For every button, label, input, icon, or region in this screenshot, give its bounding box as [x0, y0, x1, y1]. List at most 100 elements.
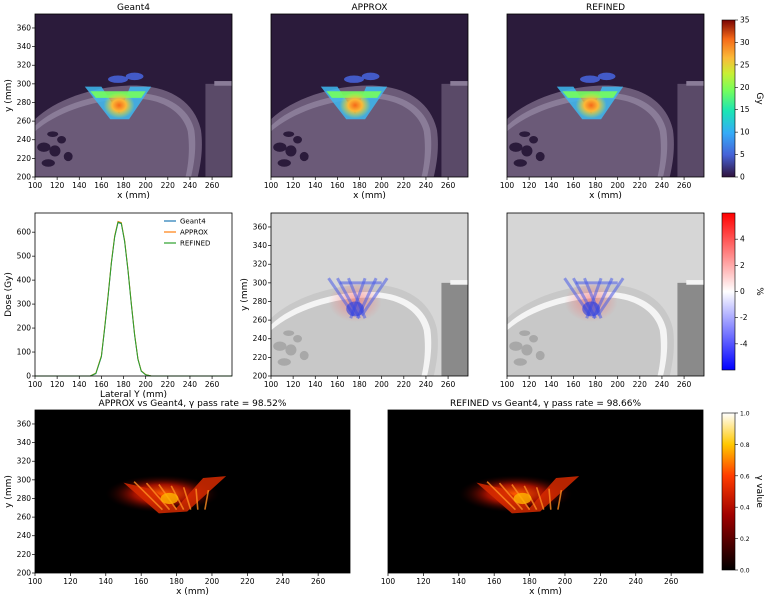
x-tick-label: 100 — [28, 181, 43, 190]
x-tick-label: 180 — [588, 181, 603, 190]
x-tick-label: 160 — [134, 577, 149, 586]
colorbar-tick-label: 0.2 — [740, 536, 750, 543]
axes-frame — [270, 212, 469, 377]
y-tick-label: 280 — [17, 98, 32, 107]
x-tick-label: 200 — [375, 380, 390, 389]
colorbar-tick-label: 0.6 — [740, 473, 750, 480]
side-edge — [450, 81, 468, 86]
dose-geant4-panel: 100 120 140 160 180 200 220 240 260 200 220 240 260 2… — [4, 3, 233, 201]
side-edge — [686, 81, 704, 86]
diff-refined-panel: 100 120 140 160 180 200 220 240 260 — [500, 212, 705, 389]
x-tick-label: 180 — [169, 577, 184, 586]
air-cavity — [513, 358, 527, 366]
y-tick-label: 320 — [17, 61, 32, 70]
y-tick-label: 340 — [253, 241, 268, 250]
chart-title: APPROX — [352, 3, 388, 13]
x-tick-label: 200 — [611, 380, 626, 389]
x-tick-label: 200 — [558, 577, 573, 586]
axes-frame — [387, 409, 704, 574]
gamma-streak — [498, 482, 524, 511]
y-tick-label: 360 — [253, 222, 268, 231]
colorbar-gradient — [721, 19, 736, 178]
x-tick-label: 140 — [544, 181, 559, 190]
x-tick-label: 100 — [264, 181, 279, 190]
colorbar-tick-label: 4 — [740, 235, 745, 244]
side-structure — [441, 83, 468, 177]
x-tick-label: 260 — [311, 577, 326, 586]
x-axis-label: Lateral Y (mm) — [100, 390, 167, 400]
air-cavity — [519, 131, 531, 137]
y-tick-label: 220 — [17, 550, 32, 559]
y-tick-label: 600 — [17, 228, 32, 237]
diff-stroke — [360, 277, 389, 317]
y-tick-label: 260 — [17, 117, 32, 126]
x-tick-label: 240 — [183, 380, 198, 389]
chart-title: REFINED — [586, 3, 625, 13]
x-tick-label: 260 — [664, 577, 679, 586]
x-tick-label: 100 — [500, 380, 515, 389]
x-tick-label: 120 — [63, 577, 78, 586]
colorbar-label: Gy — [754, 92, 764, 105]
diff-approx-panel: 100 120 140 160 180 200 220 240 260 200 220 240 260 2… — [240, 212, 469, 389]
x-tick-label: 200 — [139, 380, 154, 389]
x-tick-label: 220 — [633, 181, 648, 190]
x-tick-label: 120 — [286, 380, 301, 389]
colorbar-tick-label: 1.0 — [740, 411, 750, 418]
colorbar-gradient — [721, 412, 736, 571]
x-tick-label: 240 — [419, 181, 434, 190]
gamma-streak — [557, 489, 563, 510]
colorbar-tick-label: 5 — [740, 150, 745, 159]
x-tick-label: 120 — [50, 380, 65, 389]
air-cavity — [57, 136, 66, 144]
chart-title: APPROX vs Geant4, γ pass rate = 98.52% — [99, 399, 287, 409]
x-axis-label: x (mm) — [176, 587, 209, 597]
y-tick-label: 300 — [17, 300, 32, 309]
y-tick-label: 240 — [17, 531, 32, 540]
gamma-approx-panel: 100 120 140 160 180 200 220 240 260 200 220 240 260 2… — [4, 399, 351, 597]
y-tick-label: 200 — [17, 324, 32, 333]
colorbar-tick-label: 35 — [740, 16, 750, 25]
x-tick-label: 260 — [677, 380, 692, 389]
y-tick-label: 240 — [17, 135, 32, 144]
y-tick-label: 280 — [253, 297, 268, 306]
side-structure — [677, 83, 704, 177]
dose-entry-right — [125, 72, 144, 81]
x-tick-label: 100 — [500, 181, 515, 190]
y-tick-label: 200 — [17, 569, 32, 578]
colorbar-tick-label: 0.4 — [740, 505, 750, 512]
x-tick-label: 200 — [611, 181, 626, 190]
gamma-streak — [195, 488, 199, 510]
x-tick-label: 160 — [566, 380, 581, 389]
tissue-region — [271, 85, 438, 177]
colorbar-tick-label: 0 — [740, 287, 745, 296]
y-tick-label: 320 — [17, 457, 32, 466]
plot-area — [35, 410, 350, 573]
gamma-hotspot — [160, 492, 179, 505]
gamma-streak — [133, 481, 163, 511]
air-cavity — [299, 350, 309, 361]
air-cavity — [273, 142, 287, 152]
plot-area — [388, 410, 703, 573]
y-tick-label: 0 — [26, 372, 31, 381]
air-cavity — [521, 344, 533, 356]
colorbar-gradient — [721, 212, 736, 371]
y-tick-label: 260 — [253, 316, 268, 325]
colorbar-tick-label: 30 — [740, 38, 750, 47]
side-edge — [686, 280, 704, 285]
x-tick-label: 100 — [28, 577, 43, 586]
dose-refined-panel: 100 120 140 160 180 200 220 240 260 x (mm) REFINED — [500, 3, 705, 201]
x-tick-label: 220 — [397, 181, 412, 190]
dose-colorbar: 0 5 10 15 20 25 30 35 Gy — [721, 16, 764, 182]
dose-entry-right — [361, 72, 380, 81]
air-cavity — [49, 145, 61, 157]
x-tick-label: 240 — [655, 380, 670, 389]
air-cavity — [519, 330, 531, 336]
x-axis-label: x (mm) — [589, 191, 622, 201]
x-tick-label: 140 — [452, 577, 467, 586]
air-cavity — [283, 330, 295, 336]
legend-label: REFINED — [180, 240, 210, 248]
y-tick-label: 260 — [17, 513, 32, 522]
y-tick-label: 340 — [17, 42, 32, 51]
air-cavity — [509, 341, 523, 351]
